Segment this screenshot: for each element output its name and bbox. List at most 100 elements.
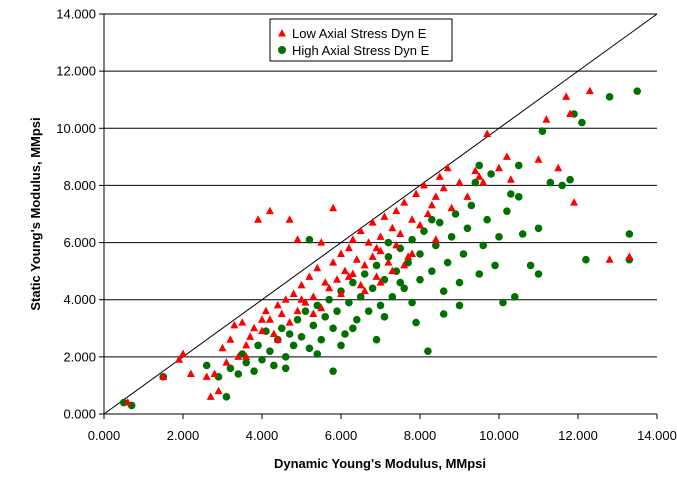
high-stress-point-80 xyxy=(511,293,519,301)
high-stress-point-59 xyxy=(432,241,440,250)
low-stress-point-49 xyxy=(348,235,357,243)
high-stress-point-107 xyxy=(384,238,393,247)
low-stress-point-66 xyxy=(400,198,409,206)
low-stress-point-26 xyxy=(281,295,290,303)
x-tick-label-0: 0.000 xyxy=(88,428,121,443)
high-stress-point-99 xyxy=(439,310,448,318)
high-stress-point-101 xyxy=(313,350,322,358)
legend-label-high: High Axial Stress Dyn E xyxy=(292,43,430,58)
high-stress-point-7 xyxy=(234,370,243,378)
low-stress-point-78 xyxy=(447,203,456,212)
low-stress-point-4 xyxy=(186,369,195,377)
high-stress-point-14 xyxy=(266,347,274,355)
high-stress-point-65 xyxy=(455,278,464,287)
high-stress-point-75 xyxy=(491,261,499,270)
axes xyxy=(99,13,658,419)
low-stress-point-62 xyxy=(388,223,397,232)
low-stress-point-22 xyxy=(265,206,274,215)
high-stress-point-15 xyxy=(270,361,278,370)
low-stress-point-107 xyxy=(360,286,369,295)
high-stress-point-106 xyxy=(428,215,436,224)
high-stress-point-55 xyxy=(416,250,424,258)
low-stress-point-99 xyxy=(344,272,353,280)
high-stress-point-103 xyxy=(337,341,345,350)
high-stress-point-27 xyxy=(313,301,322,310)
low-stress-point-76 xyxy=(439,183,448,192)
high-stress-point-88 xyxy=(566,175,574,184)
low-stress-point-45 xyxy=(337,289,345,297)
low-stress-point-83 xyxy=(479,178,488,186)
high-stress-point-25 xyxy=(305,235,314,244)
high-stress-point-41 xyxy=(364,307,373,315)
high-stress-point-58 xyxy=(428,267,436,275)
x-tick-label-4: 8.000 xyxy=(404,428,437,443)
high-stress-point-28 xyxy=(317,335,326,344)
low-stress-point-10 xyxy=(222,358,231,366)
low-stress-point-54 xyxy=(364,238,373,246)
x-axis-title: Dynamic Young's Modulus, MMpsi xyxy=(274,456,486,471)
low-stress-point-18 xyxy=(254,215,263,223)
low-stress-point-55 xyxy=(368,252,377,260)
high-stress-point-67 xyxy=(463,224,472,233)
high-stress-point-69 xyxy=(471,178,480,187)
low-stress-point-3 xyxy=(179,349,187,357)
high-stress-point-91 xyxy=(582,255,590,264)
high-stress-point-19 xyxy=(285,330,294,338)
high-stress-point-18 xyxy=(281,353,290,361)
y-tick-label-5: 10.000 xyxy=(56,121,96,136)
low-stress-point-64 xyxy=(392,240,401,249)
high-stress-point-29 xyxy=(321,313,330,321)
low-stress-point-91 xyxy=(562,92,571,100)
low-stress-point-59 xyxy=(376,246,385,255)
high-stress-point-31 xyxy=(329,367,337,375)
low-stress-point-96 xyxy=(625,252,634,260)
low-stress-point-19 xyxy=(258,326,266,335)
low-stress-point-17 xyxy=(250,323,259,332)
low-stress-point-29 xyxy=(289,289,298,297)
low-stress-point-11 xyxy=(226,335,235,343)
low-stress-point-70 xyxy=(416,220,424,229)
low-stress-point-104 xyxy=(273,335,282,343)
high-stress-point-81 xyxy=(514,161,523,170)
low-stress-point-65 xyxy=(396,229,405,237)
low-stress-point-5 xyxy=(202,372,211,380)
high-stress-point-30 xyxy=(325,295,333,304)
high-stress-point-66 xyxy=(459,250,468,258)
low-stress-point-21 xyxy=(265,315,274,323)
x-tick-labels: 0.000 2.000 4.000 6.000 8.000 10.000 12.000 14.… xyxy=(88,428,677,443)
legend-box xyxy=(269,18,453,62)
low-stress-point-75 xyxy=(435,172,444,180)
high-stress-point-109 xyxy=(534,224,543,233)
low-stress-point-93 xyxy=(570,198,579,206)
high-stress-point-39 xyxy=(356,293,365,301)
low-stress-point-86 xyxy=(502,152,511,160)
high-stress-point-73 xyxy=(483,215,491,224)
high-stress-point-90 xyxy=(578,118,586,127)
low-stress-point-69 xyxy=(412,189,421,197)
high-stress-point-108 xyxy=(514,193,523,201)
low-stress-point-81 xyxy=(471,166,480,175)
high-stress-point-52 xyxy=(408,235,416,244)
y-tick-label-3: 6.000 xyxy=(63,235,96,250)
high-stress-point-53 xyxy=(412,318,420,327)
x-tick-label-2: 4.000 xyxy=(246,428,279,443)
low-stress-point-61 xyxy=(384,258,393,266)
low-stress-point-37 xyxy=(317,303,326,312)
low-stress-point-82 xyxy=(475,172,484,180)
high-stress-point-71 xyxy=(475,161,484,170)
low-stress-point-1 xyxy=(159,372,168,380)
high-stress-point-6 xyxy=(226,364,235,373)
legend-label-low: Low Axial Stress Dyn E xyxy=(292,26,427,41)
high-stress-point-12 xyxy=(258,355,266,364)
high-stress-point-51 xyxy=(404,258,412,267)
high-stress-point-63 xyxy=(447,233,456,241)
low-stress-point-8 xyxy=(214,386,223,395)
low-stress-point-98 xyxy=(297,295,306,303)
low-stress-point-44 xyxy=(337,249,345,257)
low-stress-point-12 xyxy=(230,320,239,329)
high-stress-point-11 xyxy=(254,341,262,350)
low-stress-point-87 xyxy=(506,175,515,183)
high-stress-point-37 xyxy=(349,278,357,287)
low-stress-point-52 xyxy=(356,280,365,289)
high-stress-point-50 xyxy=(400,284,409,293)
